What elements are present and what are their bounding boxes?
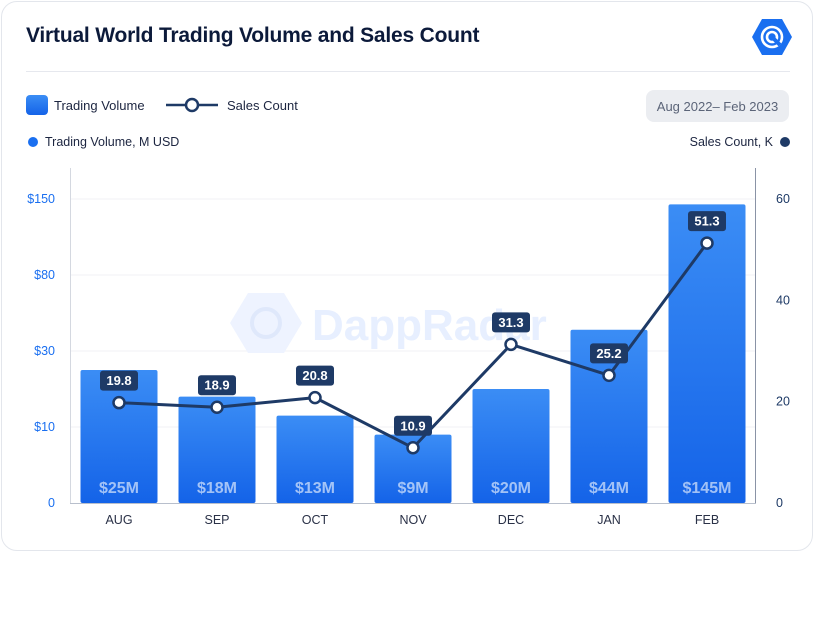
- watermark-ring: [250, 307, 282, 339]
- bar-value-label: $9M: [397, 480, 428, 497]
- legend-bar-swatch: [26, 95, 48, 115]
- sales-count-label: 51.3: [694, 214, 719, 229]
- right-tick-label: 20: [776, 395, 790, 409]
- x-tick-label: NOV: [399, 513, 427, 527]
- sales-count-label: 25.2: [596, 346, 621, 361]
- sales-count-point: [602, 368, 616, 383]
- x-tick-label: JAN: [597, 513, 621, 527]
- bar-value-label: $44M: [589, 480, 629, 497]
- right-axis-dot: [780, 137, 790, 147]
- sales-count-label-box: [100, 370, 138, 391]
- sales-count-label: 19.8: [106, 373, 131, 388]
- sales-count-point: [308, 390, 322, 405]
- legend-line-label: Sales Count: [227, 98, 298, 113]
- x-tick-label: DEC: [498, 513, 524, 527]
- trading-volume-bar: [374, 434, 452, 503]
- dappradar-logo-icon: [752, 19, 792, 55]
- sales-count-point: [700, 236, 714, 250]
- sales-count-label-box: [296, 365, 334, 386]
- sales-count-label-box: [394, 415, 432, 436]
- trading-volume-bar: [276, 415, 354, 503]
- sales-count-point: [112, 395, 126, 410]
- left-tick-label: $30: [34, 344, 55, 358]
- date-range-badge: Aug 2022– Feb 2023: [646, 90, 789, 122]
- chart-plot: DappRadar $25M $18M $13M $9M $20M $44M $145M 1…: [27, 168, 790, 527]
- sales-count-label-box: [492, 312, 530, 333]
- sales-count-label: 10.9: [400, 418, 425, 433]
- trading-volume-bar: [178, 396, 256, 503]
- left-tick-label: $80: [34, 268, 55, 282]
- x-tick-label: SEP: [204, 513, 229, 527]
- left-axis-dot: [28, 137, 38, 147]
- sales-count-label: 20.8: [302, 368, 327, 383]
- right-axis-label-text: Sales Count, K: [689, 135, 773, 149]
- right-tick-label: 40: [776, 293, 790, 307]
- bar-value-label: $18M: [197, 480, 237, 497]
- sales-count-label: 31.3: [498, 315, 523, 330]
- bar-value-label: $25M: [99, 480, 139, 497]
- sales-count-label: 18.9: [204, 378, 229, 393]
- sales-count-point: [406, 441, 420, 455]
- left-axis-label-text: Trading Volume, M USD: [45, 135, 180, 149]
- sales-count-point: [504, 337, 518, 352]
- watermark-logo-icon: [230, 293, 302, 353]
- trading-volume-bar: [668, 204, 746, 503]
- right-tick-label: 0: [776, 496, 783, 510]
- sales-count-label-box: [198, 375, 236, 396]
- legend-bar-label: Trading Volume: [54, 98, 145, 113]
- left-tick-label: $10: [34, 420, 55, 434]
- left-tick-label: 0: [48, 496, 55, 510]
- header-divider: [26, 71, 790, 72]
- sales-count-label-box: [688, 211, 726, 232]
- bar-value-label: $145M: [683, 480, 732, 497]
- sales-count-label-box: [590, 343, 628, 364]
- left-axis-label: Trading Volume, M USD: [28, 135, 179, 149]
- bar-value-label: $20M: [491, 480, 531, 497]
- x-tick-label: AUG: [105, 513, 132, 527]
- legend-line-swatch: [166, 97, 218, 113]
- right-tick-label: 60: [776, 192, 790, 206]
- watermark-hexagon: [230, 293, 302, 353]
- x-tick-label: OCT: [302, 513, 329, 527]
- bar-value-label: $13M: [295, 480, 335, 497]
- trading-volume-bar: [472, 389, 550, 503]
- trading-volume-bar: [570, 329, 648, 503]
- left-tick-label: $150: [27, 192, 55, 206]
- x-tick-label: FEB: [695, 513, 719, 527]
- chart-title: Virtual World Trading Volume and Sales C…: [26, 24, 480, 47]
- sales-count-point: [210, 400, 224, 414]
- right-axis-label: Sales Count, K: [690, 135, 790, 149]
